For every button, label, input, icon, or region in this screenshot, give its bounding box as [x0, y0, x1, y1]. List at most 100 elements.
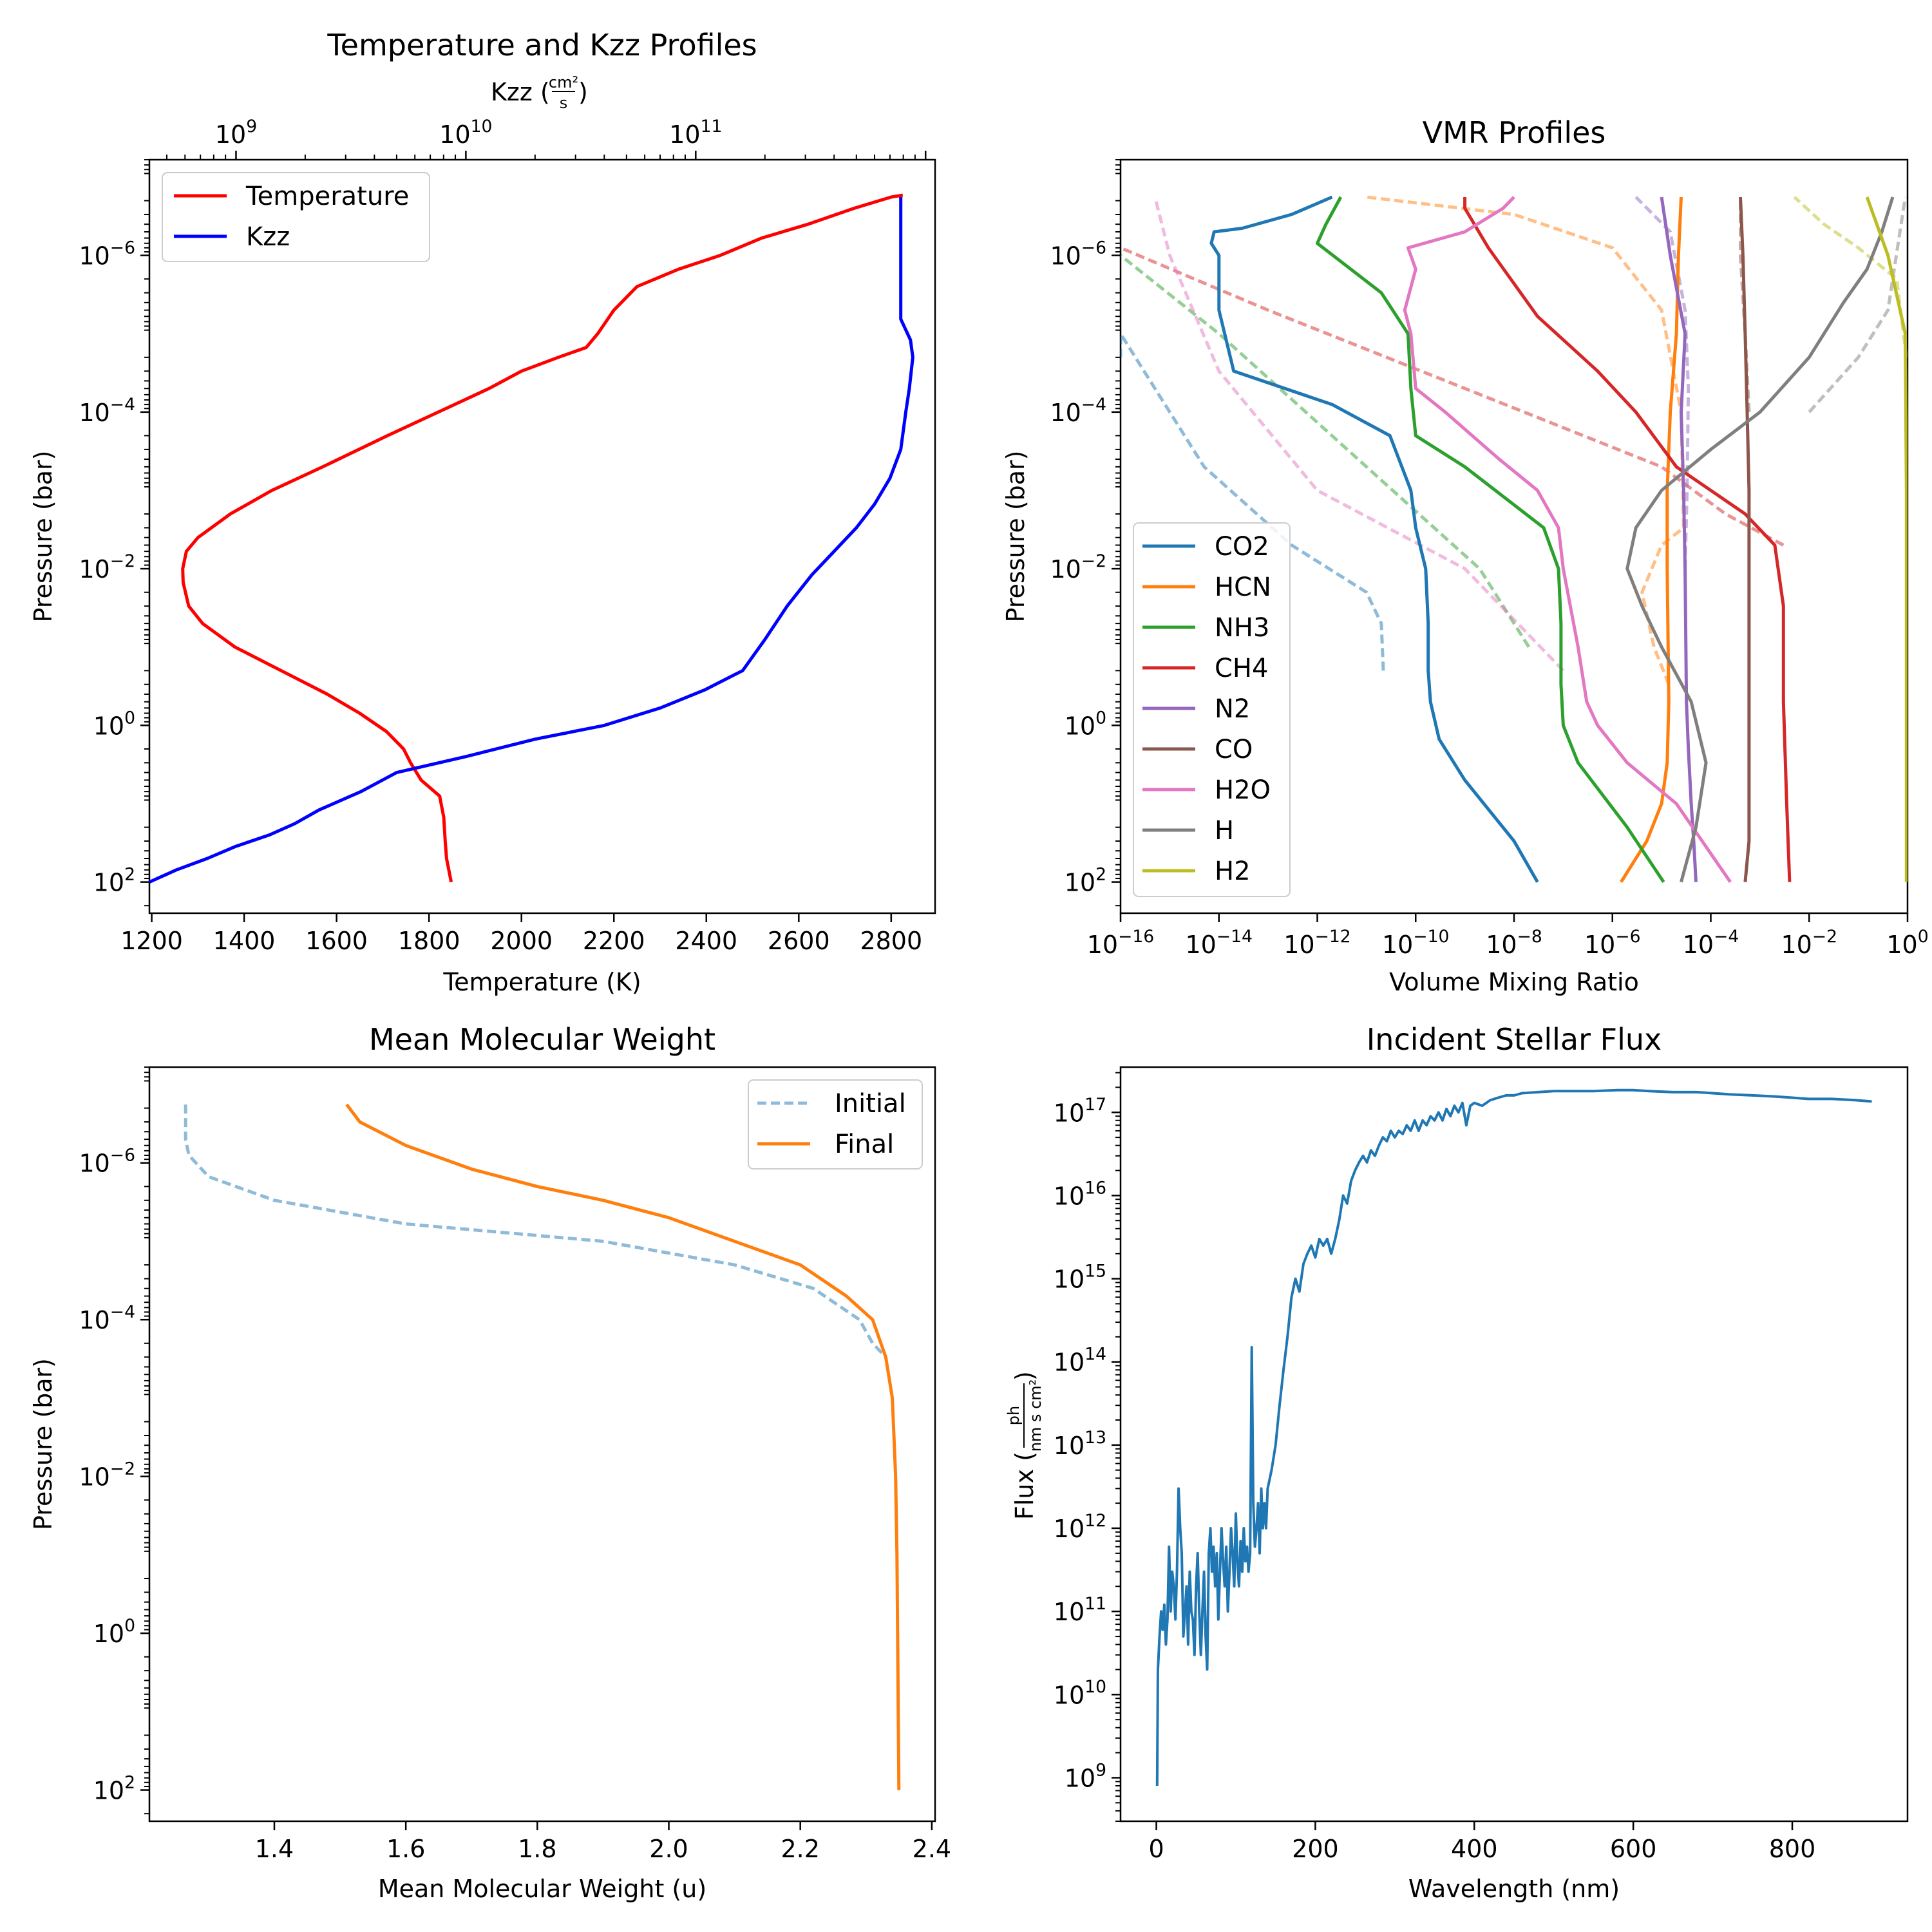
x-tick-label: 10−10 — [1382, 927, 1449, 959]
y-tick-label: 10−2 — [1050, 551, 1106, 583]
y-axis-label-denominator: nm s cm² — [1027, 1379, 1045, 1452]
x-tick-label: 2000 — [490, 927, 553, 955]
y-tick-label: 1013 — [1054, 1428, 1106, 1460]
series-initial-h — [1808, 196, 1907, 413]
y-tick-label: 102 — [93, 865, 135, 897]
y-axis-label: Pressure (bar) — [29, 450, 57, 622]
x-tick-label: 800 — [1769, 1835, 1816, 1863]
y-tick-label: 10−4 — [1050, 395, 1106, 427]
series-initial-ch4 — [1121, 246, 1785, 547]
y-tick-label: 102 — [93, 1772, 135, 1804]
x2-tick-label: 109 — [215, 117, 257, 149]
legend-label: H2O — [1215, 775, 1271, 805]
series-initial-n2 — [1634, 196, 1690, 569]
chart-title: Temperature and Kzz Profiles — [327, 28, 757, 62]
chart-title: VMR Profiles — [1423, 115, 1606, 150]
y-tick-label: 1017 — [1054, 1095, 1106, 1127]
y-axis-label: Pressure (bar) — [29, 1358, 57, 1530]
y-tick-label: 1014 — [1054, 1345, 1106, 1377]
series-line-hcn — [1620, 196, 1683, 883]
x-tick-label: 0 — [1148, 1835, 1164, 1863]
legend-label: N2 — [1215, 694, 1250, 724]
series-line-h2 — [1865, 196, 1908, 882]
y-tick-label: 10−6 — [1050, 238, 1106, 270]
x-tick-label: 400 — [1451, 1835, 1498, 1863]
x-tick-label: 1.6 — [386, 1835, 425, 1863]
y-tick-label: 1012 — [1054, 1511, 1106, 1543]
y-axis-label-close: ) — [1010, 1371, 1039, 1381]
y-tick-label: 100 — [93, 708, 135, 740]
series-line-nh3 — [1316, 196, 1665, 883]
series-line-co2 — [1209, 195, 1539, 883]
legend-label: CH4 — [1215, 654, 1268, 683]
legend-label: Temperature — [245, 182, 409, 211]
y-tick-label: 10−2 — [79, 551, 135, 583]
y-tick-label: 109 — [1065, 1760, 1106, 1792]
x-tick-label: 2400 — [675, 927, 737, 955]
series-initial-nh3 — [1121, 254, 1531, 649]
plot-frame — [148, 1066, 936, 1823]
x2-axis-label-numerator: cm² — [549, 73, 578, 91]
series-line-n2 — [1660, 196, 1698, 882]
series-initial-h2 — [1793, 196, 1908, 358]
y-axis-label: Flux ( ph nm s cm²) — [1005, 1371, 1045, 1520]
series-line-temperature — [181, 193, 904, 883]
x-tick-label: 2.2 — [781, 1835, 819, 1863]
series-line-h — [1625, 196, 1895, 883]
x-tick-label: 1400 — [213, 927, 276, 955]
x-axis-label: Temperature (K) — [442, 968, 641, 996]
x2-tick-label: 1010 — [439, 117, 492, 149]
mean-molecular-weight-panel: 10−6 10−4 10−2 100 102 1.4 1.6 1.8 2.0 2.2 2.4 Mean… — [29, 1022, 951, 1903]
x-tick-label: 10−4 — [1683, 927, 1739, 959]
vmr-panel: 10−6 10−4 10−2 100 102 10−16 10−14 10−12 10−10 10… — [1001, 115, 1929, 996]
y-tick-label: 1016 — [1054, 1178, 1106, 1210]
x-tick-label: 1200 — [120, 927, 183, 955]
series-line-ch4 — [1463, 197, 1792, 882]
series-initial-h2o — [1153, 196, 1565, 672]
y-axis-label-numerator: ph — [1005, 1406, 1023, 1425]
x-tick-label: 10−8 — [1486, 927, 1542, 959]
legend-box — [1133, 522, 1291, 897]
chart-title: Mean Molecular Weight — [369, 1022, 715, 1057]
x-axis-label: Wavelength (nm) — [1408, 1875, 1620, 1903]
series-line-co — [1739, 196, 1751, 882]
series-line-kzz — [148, 197, 914, 884]
x-tick-label: 600 — [1610, 1835, 1657, 1863]
legend-label: HCN — [1215, 573, 1271, 602]
y-tick-label: 10−4 — [79, 1302, 135, 1334]
y-tick-label: 102 — [1065, 865, 1106, 897]
x2-axis-label-denominator: s — [560, 94, 568, 112]
y-tick-label: 100 — [93, 1616, 135, 1648]
x-tick-label: 2.0 — [649, 1835, 688, 1863]
series-line-h2o — [1403, 196, 1732, 884]
y-tick-label: 10−4 — [79, 395, 135, 427]
temperature-kzz-panel: 10−6 10−4 10−2 100 102 1200 1400 1600 1800 2000 22… — [29, 28, 936, 996]
y-tick-label: 1015 — [1054, 1261, 1106, 1293]
x-tick-label: 2600 — [768, 927, 830, 955]
legend-label: H2 — [1215, 857, 1251, 886]
legend-label: CO2 — [1215, 532, 1269, 562]
x-tick-label: 10−12 — [1283, 927, 1350, 959]
y-tick-label: 10−2 — [79, 1459, 135, 1492]
x-tick-label: 1600 — [305, 927, 368, 955]
x-axis-label: Volume Mixing Ratio — [1389, 968, 1639, 996]
legend-label: NH3 — [1215, 613, 1269, 643]
x-tick-label: 1.4 — [255, 1835, 294, 1863]
x2-axis-label: Kzz ( — [491, 78, 550, 106]
x2-tick-label: 1011 — [669, 117, 722, 149]
x2-axis-label-close: ) — [578, 78, 588, 106]
legend-label: CO — [1215, 735, 1253, 764]
stellar-flux-panel: 109 1010 1011 1012 1013 1014 1015 1016 1017 0 200 4… — [1005, 1022, 1909, 1903]
y-axis-label-main: Flux ( — [1010, 1452, 1039, 1520]
plot-frame — [1119, 1066, 1909, 1823]
x-tick-label: 10−2 — [1781, 927, 1837, 959]
x-tick-label: 1800 — [398, 927, 460, 955]
y-axis-label: Pressure (bar) — [1001, 450, 1030, 622]
x-tick-label: 200 — [1292, 1835, 1339, 1863]
y-tick-label: 100 — [1065, 708, 1106, 740]
legend-label: Initial — [835, 1089, 906, 1119]
x-tick-label: 100 — [1886, 927, 1928, 959]
legend-box — [162, 172, 430, 262]
series-group — [1121, 195, 1908, 884]
